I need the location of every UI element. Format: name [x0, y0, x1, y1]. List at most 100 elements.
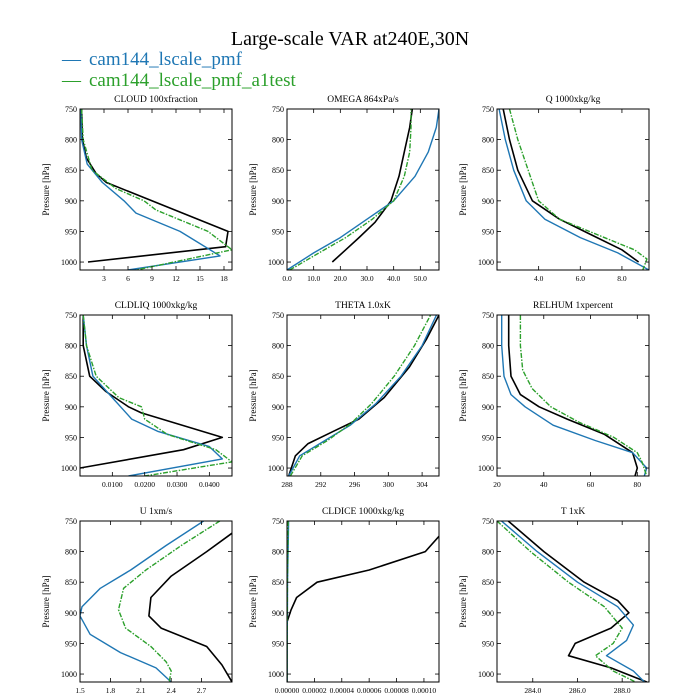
- y-tick-label: 900: [482, 609, 494, 618]
- x-tick-label: 0.00006: [357, 686, 382, 695]
- y-tick-label: 750: [65, 517, 77, 526]
- panel-title: Q 1000xkg/kg: [546, 95, 601, 105]
- panel-title: T 1xK: [561, 507, 586, 517]
- x-tick-label: 0.0200: [134, 480, 155, 489]
- panel-title: CLOUD 100xfraction: [114, 94, 198, 105]
- y-tick-label: 1000: [478, 670, 494, 679]
- y-tick-label: 850: [65, 578, 77, 587]
- y-tick-label: 900: [272, 403, 284, 412]
- x-tick-label: 1.8: [106, 686, 116, 695]
- x-tick-label: 10.0: [307, 274, 320, 283]
- x-tick-label: 20.0: [334, 274, 347, 283]
- plot-frame: [79, 314, 233, 477]
- y-tick-label: 800: [65, 548, 77, 557]
- x-tick-label: 3: [102, 274, 106, 283]
- x-tick-label: 0.0300: [167, 480, 188, 489]
- y-tick-label: 850: [482, 578, 494, 587]
- series-line-cam144_lscale_pmf_a1test: [82, 315, 232, 476]
- y-tick-label: 850: [272, 166, 284, 175]
- x-tick-label: 60: [587, 480, 595, 489]
- series-line-reference: [80, 315, 224, 469]
- y-tick-label: 850: [482, 166, 494, 175]
- series-line-cam144_lscale_pmf_a1test: [519, 315, 648, 476]
- y-axis-label: Pressure [hPa]: [458, 575, 468, 627]
- x-tick-label: 4.0: [534, 274, 544, 283]
- series-line-cam144_lscale_pmf: [80, 521, 204, 682]
- y-axis-label: Pressure [hPa]: [248, 575, 258, 627]
- x-tick-label: 288.0: [614, 686, 631, 695]
- y-tick-label: 850: [65, 166, 77, 175]
- y-tick-label: 1000: [61, 464, 77, 473]
- y-tick-label: 1000: [61, 258, 77, 267]
- legend-label: cam144_lscale_pmf_a1test: [89, 70, 296, 91]
- x-tick-label: 284.0: [524, 686, 541, 695]
- series-line-reference: [502, 109, 640, 263]
- x-tick-label: 304: [416, 480, 428, 489]
- series-line-cam144_lscale_pmf_a1test: [508, 109, 648, 270]
- y-tick-label: 1000: [268, 464, 284, 473]
- series-line-reference: [507, 315, 639, 476]
- series-line-cam144_lscale_pmf_a1test: [289, 315, 432, 476]
- series-line-reference: [148, 532, 232, 682]
- x-tick-label: 80: [634, 480, 642, 489]
- y-tick-label: 950: [65, 227, 77, 236]
- series-line-cam144_lscale_pmf_a1test: [80, 109, 232, 270]
- x-tick-label: 0.00000: [275, 686, 300, 695]
- y-tick-label: 750: [272, 105, 284, 114]
- x-tick-label: 30.0: [360, 274, 373, 283]
- x-tick-label: 18: [220, 274, 228, 283]
- legend-entry-a1test: — cam144_lscale_pmf_a1test: [62, 70, 296, 92]
- figure-title: Large-scale VAR at240E,30N: [230, 28, 470, 50]
- y-tick-label: 900: [482, 197, 494, 206]
- x-tick-label: 6.0: [576, 274, 586, 283]
- series-line-reference: [80, 109, 229, 263]
- y-tick-label: 950: [272, 639, 284, 648]
- y-axis-label: Pressure [hPa]: [41, 163, 51, 215]
- y-tick-label: 950: [65, 639, 77, 648]
- panel-title: CLDLIQ 1000xkg/kg: [115, 301, 198, 311]
- x-tick-label: 0.0100: [102, 480, 123, 489]
- x-tick-label: 0.0: [282, 274, 292, 283]
- plot-frame: [286, 108, 440, 271]
- panel-title: OMEGA 864xPa/s: [327, 95, 399, 105]
- series-line-cam144_lscale_pmf: [80, 109, 221, 270]
- series-line-reference: [331, 109, 414, 263]
- x-tick-label: 300: [383, 480, 395, 489]
- x-tick-label: 0.0400: [199, 480, 220, 489]
- x-tick-label: 0.00008: [384, 686, 409, 695]
- y-tick-label: 900: [272, 609, 284, 618]
- series-line-cam144_lscale_pmf: [498, 109, 649, 270]
- y-tick-label: 850: [65, 372, 77, 381]
- x-tick-label: 6: [126, 274, 130, 283]
- series-line-cam144_lscale_pmf: [82, 315, 223, 476]
- x-tick-label: 40.0: [387, 274, 400, 283]
- series-line-cam144_lscale_pmf: [501, 315, 648, 476]
- y-tick-label: 950: [65, 433, 77, 442]
- legend-swatch: —: [62, 49, 81, 70]
- series-line-cam144_lscale_pmf_a1test: [289, 109, 412, 270]
- y-tick-label: 750: [482, 311, 494, 320]
- y-tick-label: 900: [65, 403, 77, 412]
- plot-frame: [79, 520, 233, 683]
- panel-title: U 1xm/s: [140, 507, 173, 517]
- plot-frame: [496, 520, 650, 683]
- x-tick-label: 292: [315, 480, 327, 489]
- legend-swatch: —: [62, 70, 81, 91]
- plot-frame: [286, 314, 440, 477]
- y-tick-label: 900: [65, 609, 77, 618]
- y-axis-label: Pressure [hPa]: [248, 163, 258, 215]
- panel-title: CLDICE 1000xkg/kg: [322, 507, 404, 517]
- y-tick-label: 800: [65, 342, 77, 351]
- y-tick-label: 800: [482, 548, 494, 557]
- x-tick-label: 0.00002: [302, 686, 327, 695]
- y-tick-label: 800: [272, 342, 284, 351]
- y-tick-label: 800: [65, 136, 77, 145]
- y-tick-label: 900: [65, 197, 77, 206]
- x-tick-label: 296: [349, 480, 361, 489]
- legend-label: cam144_lscale_pmf: [89, 49, 243, 70]
- y-tick-label: 900: [272, 197, 284, 206]
- x-tick-label: 15: [196, 274, 204, 283]
- series-line-cam144_lscale_pmf_a1test: [497, 521, 636, 682]
- y-tick-label: 750: [272, 311, 284, 320]
- y-tick-label: 1000: [61, 670, 77, 679]
